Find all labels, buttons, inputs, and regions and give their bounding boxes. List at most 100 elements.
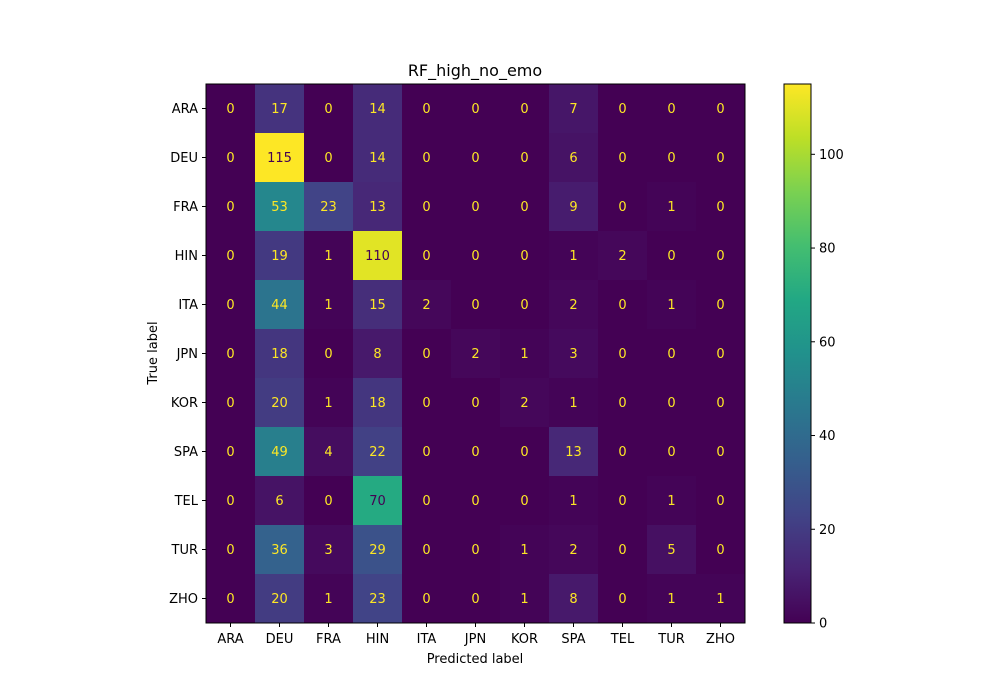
heatmap-cell-JPN-SPA bbox=[549, 329, 599, 379]
heatmap-cell-KOR-KOR bbox=[500, 378, 550, 428]
heatmap-cell-KOR-ITA bbox=[402, 378, 452, 428]
chart-title: RF_high_no_emo bbox=[408, 61, 542, 81]
heatmap-cell-FRA-TUR bbox=[647, 182, 697, 232]
heatmap-cell-JPN-FRA bbox=[304, 329, 354, 379]
heatmap-cell-SPA-FRA bbox=[304, 427, 354, 477]
cell-value-label: 1 bbox=[569, 396, 577, 411]
heatmap-cell-TUR-KOR bbox=[500, 525, 550, 575]
x-tick-label: ZHO bbox=[706, 632, 735, 647]
cell-value-label: 1 bbox=[569, 249, 577, 264]
cell-value-label: 0 bbox=[422, 102, 430, 117]
heatmap-cell-TEL-KOR bbox=[500, 476, 550, 526]
y-tick-label: DEU bbox=[170, 151, 198, 166]
heatmap-cell-TEL-JPN bbox=[451, 476, 501, 526]
cell-value-label: 0 bbox=[422, 347, 430, 362]
heatmap-cell-TUR-ARA bbox=[206, 525, 256, 575]
heatmap-cell-ARA-ARA bbox=[206, 84, 256, 134]
cell-value-label: 49 bbox=[271, 445, 288, 460]
cell-value-label: 0 bbox=[716, 347, 724, 362]
heatmap-cell-ZHO-DEU bbox=[255, 574, 305, 624]
heatmap-cell-DEU-ARA bbox=[206, 133, 256, 183]
heatmap-cell-ZHO-ZHO bbox=[696, 574, 746, 624]
heatmap-cell-DEU-DEU bbox=[255, 133, 305, 183]
cell-value-label: 1 bbox=[324, 592, 332, 607]
colorbar-tick-label: 40 bbox=[819, 429, 836, 444]
heatmap-cell-JPN-KOR bbox=[500, 329, 550, 379]
cell-value-label: 4 bbox=[324, 445, 332, 460]
heatmap-cell-TEL-ARA bbox=[206, 476, 256, 526]
heatmap-cell-ITA-HIN bbox=[353, 280, 403, 330]
cell-value-label: 0 bbox=[618, 396, 626, 411]
heatmap-cell-FRA-KOR bbox=[500, 182, 550, 232]
heatmap-cell-HIN-HIN bbox=[353, 231, 403, 281]
cell-value-label: 1 bbox=[520, 592, 528, 607]
heatmap-cell-JPN-ITA bbox=[402, 329, 452, 379]
cell-value-label: 0 bbox=[422, 494, 430, 509]
heatmap-cell-ITA-DEU bbox=[255, 280, 305, 330]
cell-value-label: 13 bbox=[565, 445, 582, 460]
cell-value-label: 0 bbox=[667, 347, 675, 362]
cell-value-label: 0 bbox=[471, 249, 479, 264]
cell-value-label: 0 bbox=[618, 592, 626, 607]
heatmap-cell-TUR-JPN bbox=[451, 525, 501, 575]
heatmap-cell-TUR-HIN bbox=[353, 525, 403, 575]
cell-value-label: 2 bbox=[520, 396, 528, 411]
cell-value-label: 0 bbox=[471, 298, 479, 313]
cell-value-label: 0 bbox=[520, 249, 528, 264]
cell-value-label: 0 bbox=[471, 200, 479, 215]
heatmap-cell-SPA-ZHO bbox=[696, 427, 746, 477]
cell-value-label: 0 bbox=[618, 151, 626, 166]
cell-value-label: 0 bbox=[716, 396, 724, 411]
heatmap-cell-ITA-ARA bbox=[206, 280, 256, 330]
heatmap-cell-TUR-ZHO bbox=[696, 525, 746, 575]
cell-value-label: 0 bbox=[716, 543, 724, 558]
heatmap-cell-TEL-DEU bbox=[255, 476, 305, 526]
cell-value-label: 0 bbox=[618, 445, 626, 460]
heatmap-cell-ZHO-KOR bbox=[500, 574, 550, 624]
cell-value-label: 14 bbox=[369, 102, 386, 117]
cell-value-label: 0 bbox=[422, 445, 430, 460]
cell-value-label: 0 bbox=[667, 102, 675, 117]
cell-value-label: 0 bbox=[422, 396, 430, 411]
heatmap-cell-SPA-ARA bbox=[206, 427, 256, 477]
cell-value-label: 0 bbox=[618, 494, 626, 509]
y-tick-label: ITA bbox=[178, 298, 198, 313]
y-tick-label: KOR bbox=[171, 396, 198, 411]
cell-value-label: 9 bbox=[569, 200, 577, 215]
heatmap-cell-KOR-FRA bbox=[304, 378, 354, 428]
cell-value-label: 0 bbox=[618, 298, 626, 313]
cell-value-label: 1 bbox=[569, 494, 577, 509]
heatmap-cell-HIN-TEL bbox=[598, 231, 648, 281]
cell-value-label: 0 bbox=[716, 200, 724, 215]
heatmap-cell-TEL-TEL bbox=[598, 476, 648, 526]
heatmap-cell-DEU-ZHO bbox=[696, 133, 746, 183]
heatmap-cell-DEU-JPN bbox=[451, 133, 501, 183]
heatmap-cell-DEU-TUR bbox=[647, 133, 697, 183]
heatmap-cell-ITA-TEL bbox=[598, 280, 648, 330]
colorbar-tick-label: 60 bbox=[819, 335, 836, 350]
heatmap-cell-SPA-JPN bbox=[451, 427, 501, 477]
heatmap-cell-FRA-FRA bbox=[304, 182, 354, 232]
cell-value-label: 5 bbox=[667, 543, 675, 558]
cell-value-label: 0 bbox=[324, 494, 332, 509]
cell-value-label: 8 bbox=[373, 347, 381, 362]
heatmap-cell-JPN-ARA bbox=[206, 329, 256, 379]
cell-value-label: 0 bbox=[226, 396, 234, 411]
cell-value-label: 20 bbox=[271, 592, 288, 607]
heatmap-cell-TUR-DEU bbox=[255, 525, 305, 575]
heatmap-cell-ARA-ZHO bbox=[696, 84, 746, 134]
cell-value-label: 0 bbox=[716, 151, 724, 166]
heatmap-cell-TUR-SPA bbox=[549, 525, 599, 575]
heatmap-cell-KOR-JPN bbox=[451, 378, 501, 428]
cell-value-label: 36 bbox=[271, 543, 288, 558]
x-axis-ticks: ARA DEU FRA HIN ITA JPN KOR SPA TEL TUR ZHO bbox=[217, 623, 735, 647]
cell-value-label: 13 bbox=[369, 200, 386, 215]
cell-value-label: 1 bbox=[667, 298, 675, 313]
cell-value-label: 0 bbox=[226, 102, 234, 117]
cell-value-label: 3 bbox=[324, 543, 332, 558]
cell-value-label: 1 bbox=[324, 396, 332, 411]
cell-value-label: 0 bbox=[226, 249, 234, 264]
heatmap-cell-ARA-FRA bbox=[304, 84, 354, 134]
heatmap-cell-HIN-JPN bbox=[451, 231, 501, 281]
x-tick-label: FRA bbox=[316, 632, 341, 647]
